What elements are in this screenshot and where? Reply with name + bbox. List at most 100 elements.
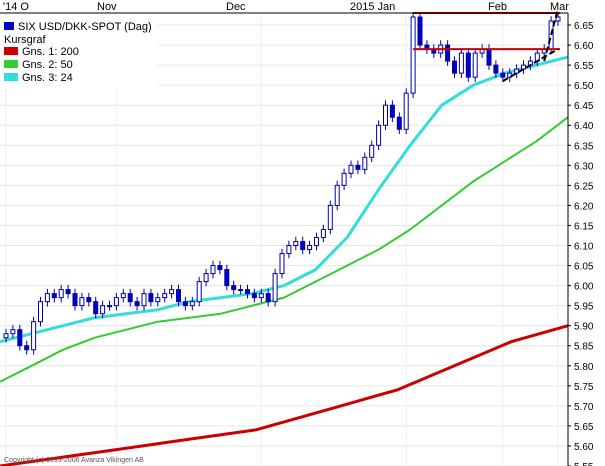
price-candle [24, 345, 30, 351]
price-candle [231, 285, 237, 291]
price-candle [86, 297, 92, 303]
price-candle [396, 116, 402, 130]
legend-swatch-gns3 [4, 73, 18, 81]
y-tick-label: 5.65 [574, 422, 594, 433]
price-candle [417, 16, 423, 46]
y-tick-label: 6.65 [574, 21, 594, 32]
legend-background [0, 18, 158, 88]
price-candle [472, 52, 478, 78]
price-candle [465, 52, 471, 78]
price-candle [162, 293, 168, 299]
price-candle [176, 289, 181, 303]
price-candle [307, 245, 313, 251]
y-tick-label: 5.55 [574, 462, 594, 466]
trendline [502, 48, 559, 83]
price-candle [500, 72, 506, 78]
price-candle [279, 253, 285, 275]
price-candle [355, 164, 361, 170]
y-tick-label: 5.85 [574, 342, 594, 353]
price-candle [196, 281, 202, 303]
price-bars [3, 12, 561, 355]
y-tick-label: 6.30 [574, 161, 594, 172]
y-tick-label: 6.00 [574, 282, 594, 293]
price-candle [245, 289, 250, 295]
price-candle [521, 64, 526, 70]
price-candle [548, 20, 554, 50]
price-candle [493, 64, 499, 74]
y-tick-label: 6.25 [574, 181, 594, 192]
y-tick-label: 6.60 [574, 41, 594, 52]
price-candle [514, 68, 520, 74]
price-candle [445, 44, 451, 62]
price-candle [300, 241, 306, 251]
ma-line-gns1 [0, 324, 569, 466]
legend-swatch-gns1 [4, 47, 18, 55]
price-candle [134, 301, 140, 307]
price-candle [93, 301, 99, 315]
price-candle [203, 273, 209, 283]
legend: SIX USD/DKK-SPOT (Dag) Kursgraf Gns. 1: … [0, 18, 158, 88]
price-candle [486, 48, 492, 66]
price-candle [127, 293, 133, 303]
price-candle [44, 293, 50, 303]
price-candle [217, 265, 223, 271]
legend-title: SIX USD/DKK-SPOT (Dag) [18, 21, 152, 33]
price-candle [314, 236, 319, 247]
price-candle [10, 329, 16, 335]
price-candle [120, 293, 126, 299]
price-candle [210, 265, 216, 275]
price-candle [155, 297, 161, 303]
x-tick-label: '14 O [3, 1, 29, 13]
price-candle [107, 305, 112, 308]
price-candle [141, 293, 147, 307]
y-tick-label: 6.05 [574, 262, 594, 273]
price-candle [341, 172, 347, 186]
legend-label-gns2: Gns. 2: 50 [22, 59, 73, 71]
price-candle [272, 273, 278, 303]
price-candle [555, 16, 561, 22]
price-candle [51, 293, 57, 299]
y-tick-label: 6.15 [574, 221, 594, 232]
y-tick-label: 5.70 [574, 402, 594, 413]
price-candle [182, 301, 188, 307]
x-tick-label: Dec [226, 1, 246, 13]
x-tick-label: 2015 Jan [350, 1, 395, 13]
axes: 6.65 6.60 6.55 6.50 6.45 6.40 6.35 6.30 6.25 6.20… [0, 1, 594, 466]
price-candle [17, 329, 23, 347]
price-candle [265, 293, 271, 303]
price-candle [79, 297, 85, 307]
price-candle [293, 241, 299, 247]
price-candle [3, 333, 9, 339]
price-candle [72, 293, 78, 307]
price-candle [58, 289, 64, 299]
y-tick-label: 6.35 [574, 141, 594, 152]
price-candle [334, 184, 340, 206]
y-tick-label: 6.45 [574, 101, 594, 112]
ma-line-gns3 [0, 55, 569, 344]
legend-label-gns1: Gns. 1: 200 [22, 46, 79, 58]
y-tick-label: 6.50 [574, 81, 594, 92]
price-candle [65, 289, 71, 295]
legend-heading: Kursgraf [4, 34, 47, 46]
price-candle [348, 164, 354, 174]
price-candle [148, 293, 154, 303]
legend-label-gns3: Gns. 3: 24 [22, 72, 73, 84]
ma-line-gns2 [0, 116, 569, 383]
x-tick-label: Feb [488, 1, 507, 13]
moving-averages [0, 55, 569, 466]
price-candle [100, 305, 106, 315]
price-candle [224, 269, 230, 287]
y-tick-label: 6.10 [574, 242, 594, 253]
price-candle [403, 92, 409, 130]
price-candle [113, 297, 119, 307]
y-tick-label: 5.60 [574, 442, 594, 453]
price-candle [189, 301, 195, 307]
x-tick-label: Mar [550, 1, 569, 13]
price-candle [327, 204, 333, 230]
price-candle [410, 16, 416, 94]
y-tick-label: 5.75 [574, 382, 594, 393]
y-tick-label: 5.80 [574, 362, 594, 373]
price-candle [320, 228, 326, 238]
legend-swatch-gns2 [4, 60, 18, 68]
